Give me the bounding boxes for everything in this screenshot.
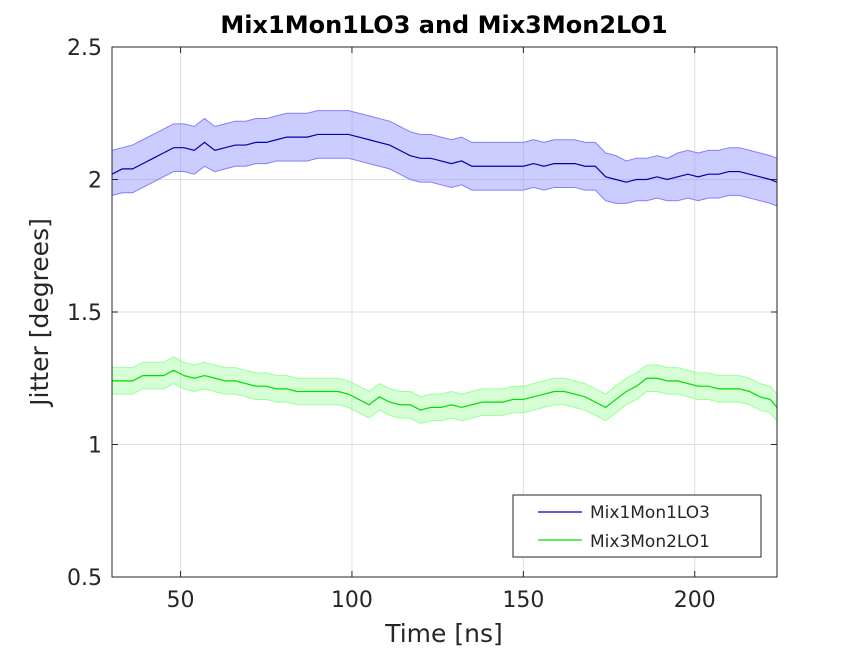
chart-title: Mix1Mon1LO3 and Mix3Mon2LO1 <box>220 11 667 39</box>
x-tick-label: 50 <box>167 588 195 613</box>
legend: Mix1Mon1LO3 Mix3Mon2LO1 <box>512 494 762 558</box>
axis-ticks <box>112 46 777 578</box>
band-upper-edge-mix1mon1lo3 <box>111 110 778 162</box>
y-tick-label: 0.5 <box>67 566 102 591</box>
y-axis-label: Jitter [degrees] <box>25 218 54 408</box>
band-mix3mon2lo1 <box>112 357 777 424</box>
x-axis-label: Time [ns] <box>384 619 503 648</box>
series-line-mix1mon1lo3 <box>111 133 778 183</box>
band-lower-edge-mix1mon1lo3 <box>111 157 778 207</box>
series-lines <box>111 133 778 411</box>
y-tick-label: 2 <box>88 169 102 194</box>
y-tick-labels: 0.5 1 1.5 2 2.5 <box>67 36 102 591</box>
y-tick-label: 2.5 <box>67 36 102 61</box>
x-tick-label: 200 <box>674 588 716 613</box>
x-tick-label: 150 <box>502 588 544 613</box>
x-tick-labels: 50 100 150 200 <box>167 588 716 613</box>
y-tick-label: 1 <box>88 434 102 459</box>
band-mix1mon1lo3 <box>112 110 777 206</box>
band-upper-edge-mix3mon2lo1 <box>112 356 778 398</box>
legend-box <box>512 494 762 558</box>
legend-label-mix1mon1lo3: Mix1Mon1LO3 <box>590 503 710 523</box>
band-lower-edge-mix3mon2lo1 <box>112 382 778 424</box>
confidence-bands <box>111 110 778 424</box>
x-tick-label: 100 <box>331 588 373 613</box>
series-line-mix3mon2lo1 <box>112 369 778 411</box>
y-tick-label: 1.5 <box>67 301 102 326</box>
legend-label-mix3mon2lo1: Mix3Mon2LO1 <box>590 532 710 552</box>
